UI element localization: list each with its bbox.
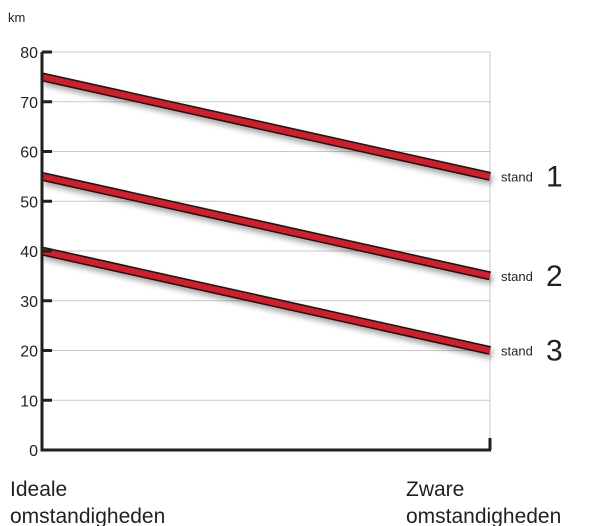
series-lines xyxy=(41,72,491,355)
x-category-label: omstandigheden xyxy=(406,505,561,526)
y-tick-label: 50 xyxy=(20,194,38,211)
series-label-word: stand xyxy=(501,169,533,184)
series-3-line xyxy=(41,246,491,355)
series-label-word: stand xyxy=(501,344,533,359)
y-axis-unit: km xyxy=(8,10,25,25)
y-tick-label: 30 xyxy=(20,294,38,311)
series-line-fill xyxy=(41,173,491,279)
axes xyxy=(40,50,492,452)
x-category-label: Ideale xyxy=(10,478,67,501)
series-label-word: stand xyxy=(501,269,533,284)
grid-lines xyxy=(42,51,491,450)
y-tick-label: 10 xyxy=(20,393,38,410)
y-tick-label: 60 xyxy=(20,145,38,162)
series-2-line xyxy=(41,171,491,281)
series-line-fill xyxy=(41,248,491,354)
labels: 0 10 20 30 40 50 60 70 80 km Ideale omstandigheden Z… xyxy=(8,10,563,526)
y-tick-label: 40 xyxy=(20,244,38,261)
y-tick-label: 0 xyxy=(29,443,38,460)
x-category-label: Zware xyxy=(406,478,464,501)
series-line-fill xyxy=(41,73,491,180)
y-tick-label: 20 xyxy=(20,344,38,361)
y-tick-label: 80 xyxy=(20,45,38,62)
series-label-number: 2 xyxy=(546,260,563,293)
series-label-number: 1 xyxy=(546,160,563,193)
series-1-line xyxy=(41,72,491,181)
y-tick-label: 70 xyxy=(20,95,38,112)
x-category-label: omstandigheden xyxy=(10,505,165,526)
series-label-number: 3 xyxy=(546,335,563,368)
